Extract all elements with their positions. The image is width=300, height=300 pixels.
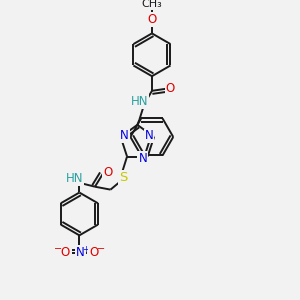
Text: O: O: [166, 82, 175, 95]
Text: CH₃: CH₃: [142, 0, 162, 9]
Text: O: O: [103, 166, 112, 178]
Text: N: N: [120, 130, 129, 142]
Text: S: S: [119, 171, 128, 184]
Text: −: −: [97, 244, 105, 254]
Text: O: O: [89, 246, 99, 260]
Text: HN: HN: [66, 172, 83, 185]
Text: −: −: [54, 244, 62, 254]
Text: N: N: [76, 246, 85, 260]
Text: O: O: [147, 13, 157, 26]
Text: +: +: [82, 245, 89, 254]
Text: N: N: [138, 152, 147, 165]
Text: O: O: [60, 246, 69, 260]
Text: N: N: [145, 130, 154, 142]
Text: HN: HN: [130, 95, 148, 108]
